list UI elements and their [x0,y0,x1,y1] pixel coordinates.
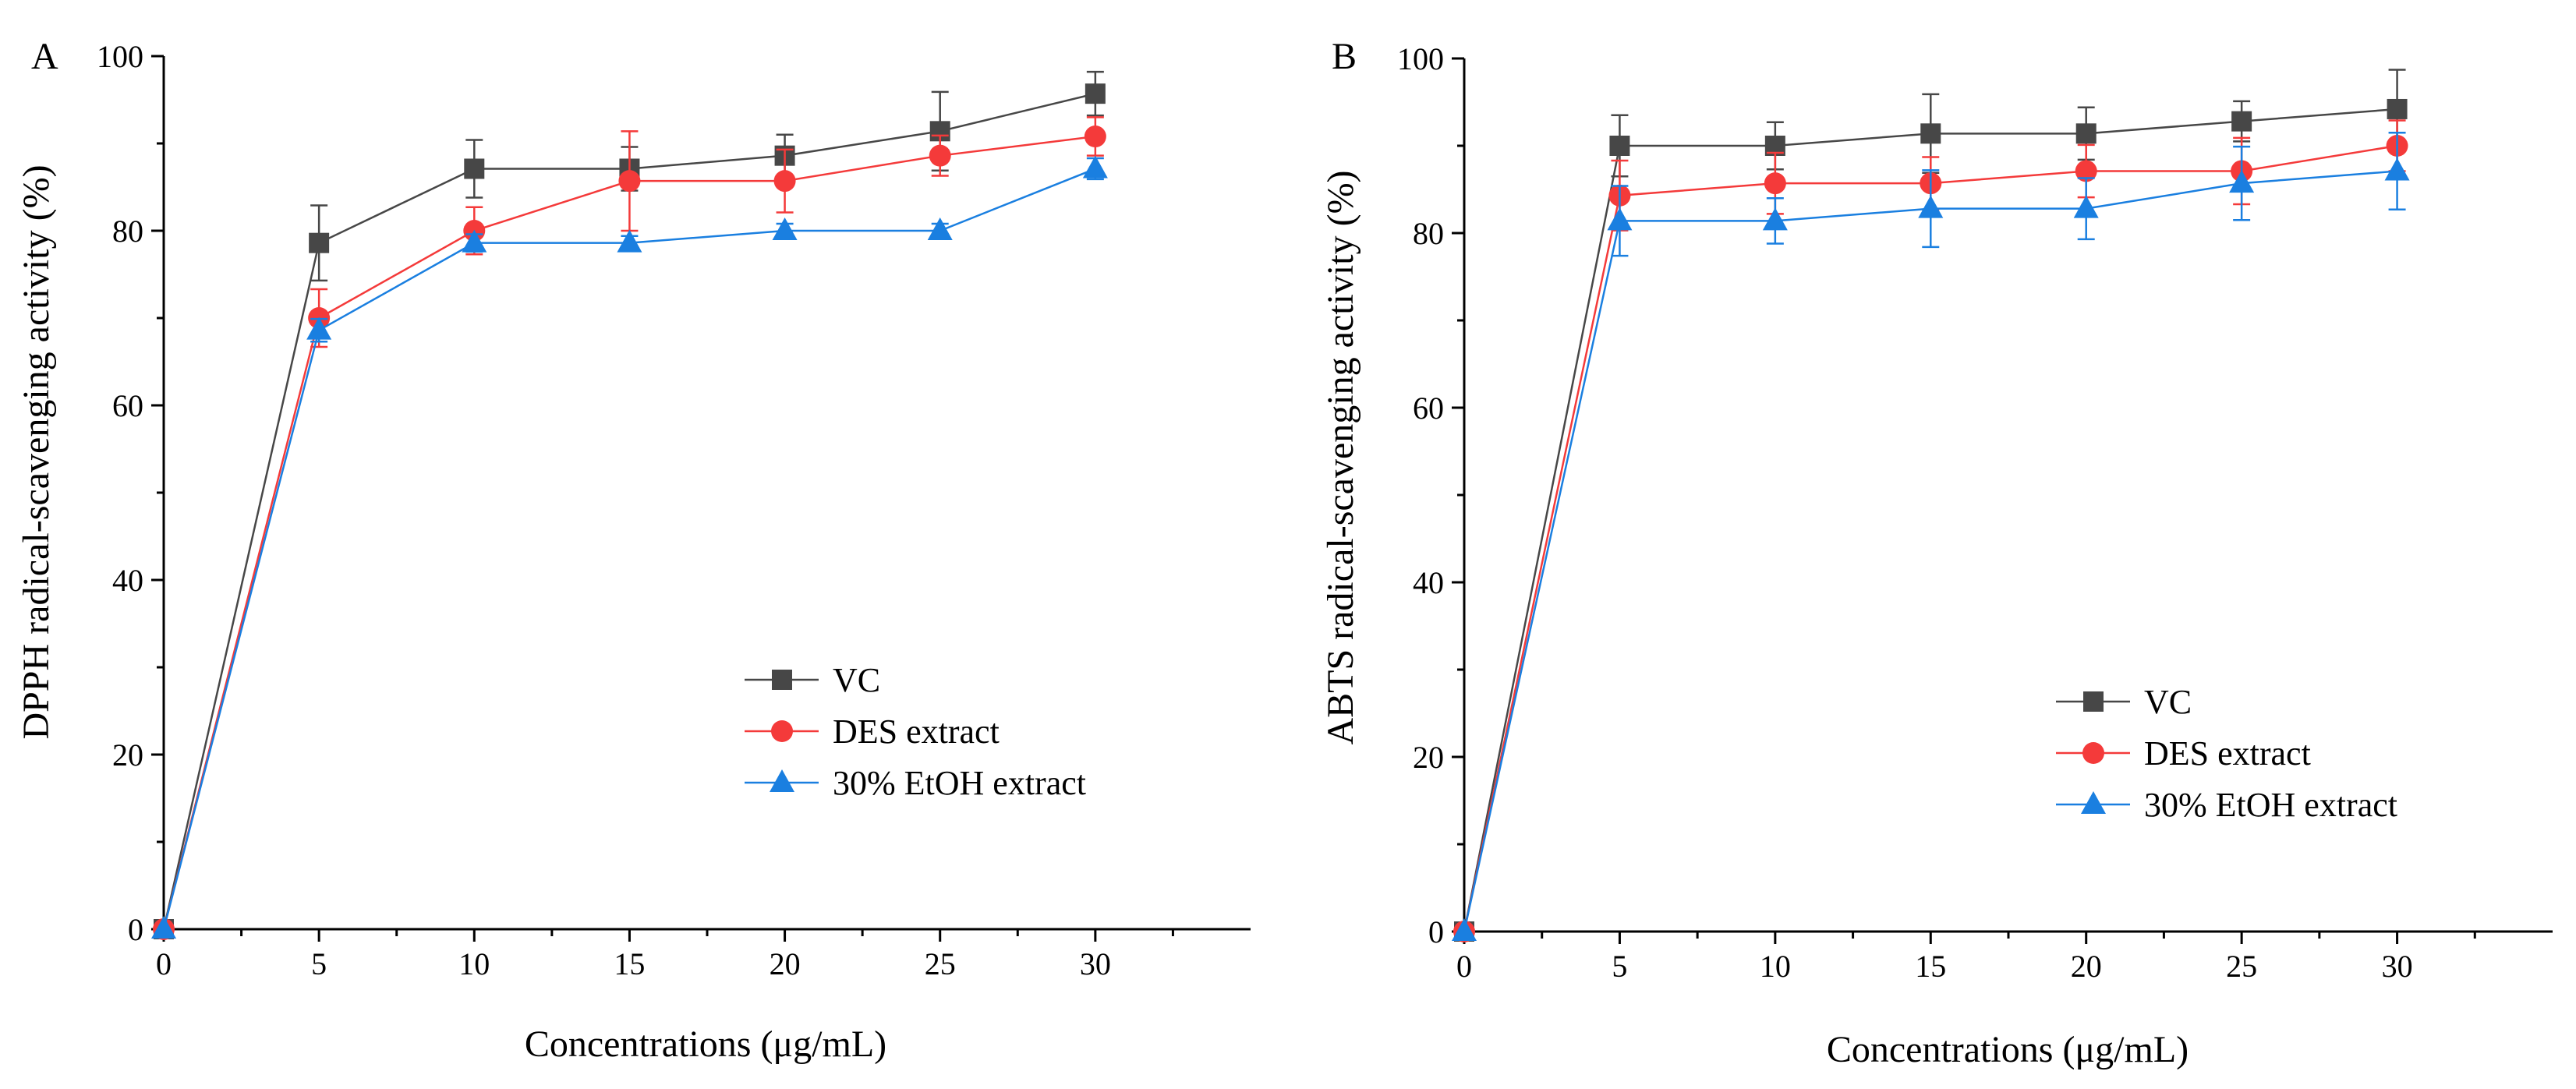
legend-label: DES extract [2144,734,2311,773]
x-tick-label: 15 [1915,949,1946,984]
data-point [1082,155,1108,179]
data-point [306,316,332,340]
chart-panel-b: B ABTS radical-scavenging activity (%) C… [1320,36,2553,1070]
data-point [1452,918,1477,941]
y-tick-label: 80 [1413,216,1444,251]
data-point [1607,207,1633,231]
data-point [2384,157,2410,181]
panel-letter: B [1332,36,1357,77]
data-point [1084,126,1106,148]
legend-label: DES extract [833,712,1000,751]
y-tick-label: 60 [112,388,143,423]
data-point [464,158,485,179]
x-tick-label: 25 [925,946,956,981]
legend-item: 30% EtOH extract [745,764,1086,802]
x-tick-label: 20 [2071,949,2102,984]
chart-panel-a: A DPPH radical-scavenging activity (%) C… [16,36,1251,1065]
data-point [1762,207,1788,231]
y-tick-label: 60 [1413,391,1444,426]
data-point [1085,83,1106,104]
legend: VC DES extract 30% EtOH extract [745,661,1086,802]
x-tick-label: 5 [1612,949,1627,984]
y-tick-label: 80 [112,214,143,249]
y-tick-label: 0 [128,912,143,947]
legend-marker [2083,691,2104,712]
data-point [2229,170,2255,193]
legend-item: VC [2056,683,2192,721]
legend-label: 30% EtOH extract [2144,786,2397,824]
x-tick-label: 25 [2226,949,2257,984]
data-point [927,217,953,240]
legend-label: VC [833,661,880,699]
data-point [2073,195,2099,218]
series-30-etoh-extract [151,155,1108,939]
data-point [1920,123,1941,144]
y-tick-label: 100 [97,39,143,74]
legend-marker [772,670,792,690]
data-point [618,170,641,193]
data-point [773,170,796,193]
data-point [929,144,951,167]
data-point [151,916,176,939]
data-point [462,229,487,253]
data-point [2387,98,2408,119]
legend-marker [2082,742,2104,764]
series-30-etoh-extract [1452,131,2410,941]
x-tick-label: 20 [770,946,801,981]
x-tick-label: 30 [2382,949,2413,984]
y-tick-label: 100 [1397,41,1444,76]
data-point [772,217,798,240]
series-line [162,168,1096,930]
legend-marker [771,720,793,742]
legend-item: DES extract [2056,734,2311,773]
x-tick-label: 0 [1456,949,1472,984]
data-point [1609,136,1630,156]
data-point [2231,111,2252,132]
data-point [1764,172,1786,195]
x-tick-label: 10 [458,946,490,981]
data-point [2075,160,2097,182]
legend-item: VC [745,661,880,699]
legend-item: 30% EtOH extract [2056,786,2397,824]
data-point [617,229,642,253]
series-line [162,135,1096,930]
y-tick-label: 40 [112,563,143,598]
y-tick-label: 20 [1413,740,1444,775]
y-tick-label: 0 [1428,914,1444,949]
y-axis-title: ABTS radical-scavenging activity (%) [1320,170,1361,744]
x-tick-label: 0 [156,946,172,981]
x-tick-label: 30 [1080,946,1111,981]
y-tick-label: 20 [112,737,143,773]
data-point [309,232,330,253]
y-tick-label: 40 [1413,565,1444,600]
x-axis-title: Concentrations (μg/mL) [525,1024,886,1065]
x-tick-label: 5 [311,946,327,981]
y-axis-title: DPPH radical-scavenging activity (%) [16,164,57,739]
x-axis-title: Concentrations (μg/mL) [1827,1029,2189,1070]
legend-marker [770,769,794,792]
x-tick-label: 15 [614,946,645,981]
data-point [1918,195,1944,218]
legend: VC DES extract 30% EtOH extract [2056,683,2397,824]
legend-label: 30% EtOH extract [833,764,1086,802]
x-tick-label: 10 [1760,949,1791,984]
legend-label: VC [2144,683,2192,721]
legend-marker [2081,791,2106,814]
data-point [2075,123,2097,144]
panel-letter: A [31,36,58,77]
legend-item: DES extract [745,712,1000,751]
